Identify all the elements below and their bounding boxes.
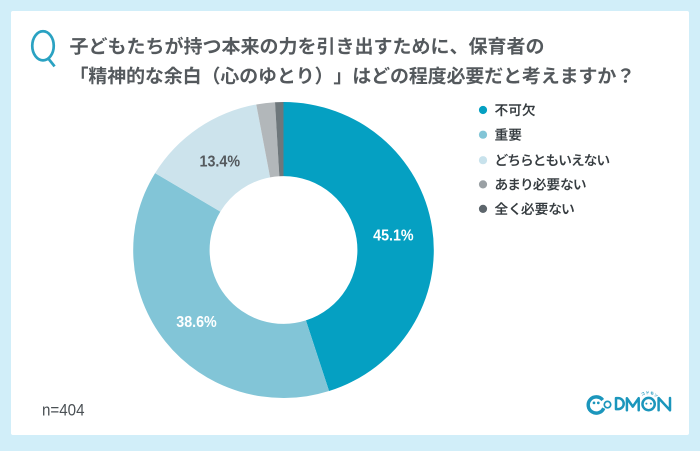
svg-text:n=404: n=404 xyxy=(42,401,85,420)
svg-text:45.1%: 45.1% xyxy=(373,227,414,244)
svg-text:13.4%: 13.4% xyxy=(200,153,241,170)
svg-text:38.6%: 38.6% xyxy=(176,314,217,331)
